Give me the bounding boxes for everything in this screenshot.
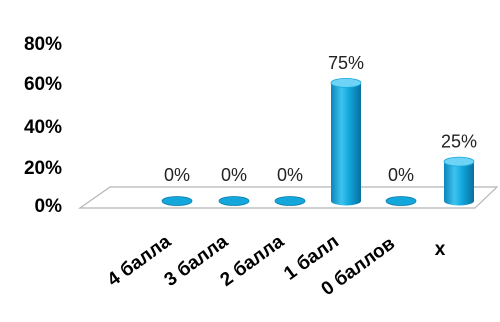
y-tick-label: 40% xyxy=(24,117,62,138)
x-tick-label: 4 балла xyxy=(104,231,176,291)
data-label: 0% xyxy=(277,165,303,185)
y-tick-label: 60% xyxy=(24,74,62,95)
x-tick-label: х xyxy=(435,239,446,260)
data-label: 0% xyxy=(388,165,414,185)
y-tick-label: 20% xyxy=(24,158,62,179)
bar xyxy=(161,196,193,206)
bar xyxy=(385,196,417,206)
bar xyxy=(218,196,250,206)
bar xyxy=(274,196,306,206)
data-label: 75% xyxy=(328,53,364,73)
x-tick-label: 2 балла xyxy=(217,231,289,291)
bar xyxy=(330,77,362,206)
bar xyxy=(443,156,475,206)
data-label: 0% xyxy=(221,165,247,185)
data-label: 0% xyxy=(164,165,190,185)
y-tick-label: 80% xyxy=(24,34,62,55)
y-tick-label: 0% xyxy=(35,196,63,217)
data-label: 25% xyxy=(441,132,477,152)
